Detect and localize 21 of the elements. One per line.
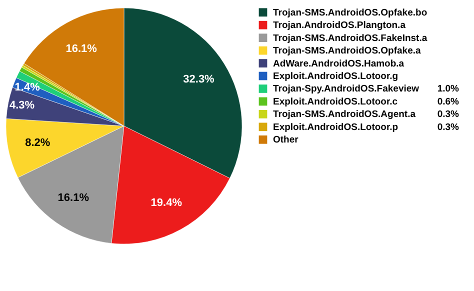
legend-label: Trojan-SMS.AndroidOS.Opfake.a — [273, 46, 422, 57]
legend-label: Exploit.AndroidOS.Lotoor.c — [273, 96, 398, 108]
data-label: 4.3% — [9, 100, 35, 112]
legend-label: Exploit.AndroidOS.Lotoor.g — [273, 71, 398, 82]
data-label: 0.3% — [437, 122, 460, 133]
data-label: 8.2% — [25, 137, 50, 150]
data-label: 0.6% — [437, 96, 460, 108]
legend-label: Trojan-Spy.AndroidOS.Fakeview — [273, 84, 420, 95]
legend-label: Trojan-SMS.AndroidOS.Agent.a — [273, 109, 416, 120]
data-label: 32.3% — [183, 74, 215, 86]
legend-label: Other — [273, 134, 299, 146]
data-label: 0.3% — [437, 109, 460, 120]
data-label: 16.1% — [58, 192, 90, 204]
legend-label: Trojan.AndroidOS.Plangton.a — [273, 20, 406, 32]
data-label: 19.4% — [150, 197, 182, 210]
data-label: 1.0% — [437, 84, 460, 95]
legend-label: Exploit.AndroidOS.Lotoor.p — [273, 122, 398, 133]
legend-label: AdWare.AndroidOS.Hamob.a — [273, 58, 405, 70]
data-label: 16.1% — [66, 43, 98, 56]
legend-label: Trojan-SMS.AndroidOS.Opfake.bo — [273, 7, 428, 18]
legend-label: Trojan-SMS.AndroidOS.FakeInst.a — [273, 32, 428, 44]
